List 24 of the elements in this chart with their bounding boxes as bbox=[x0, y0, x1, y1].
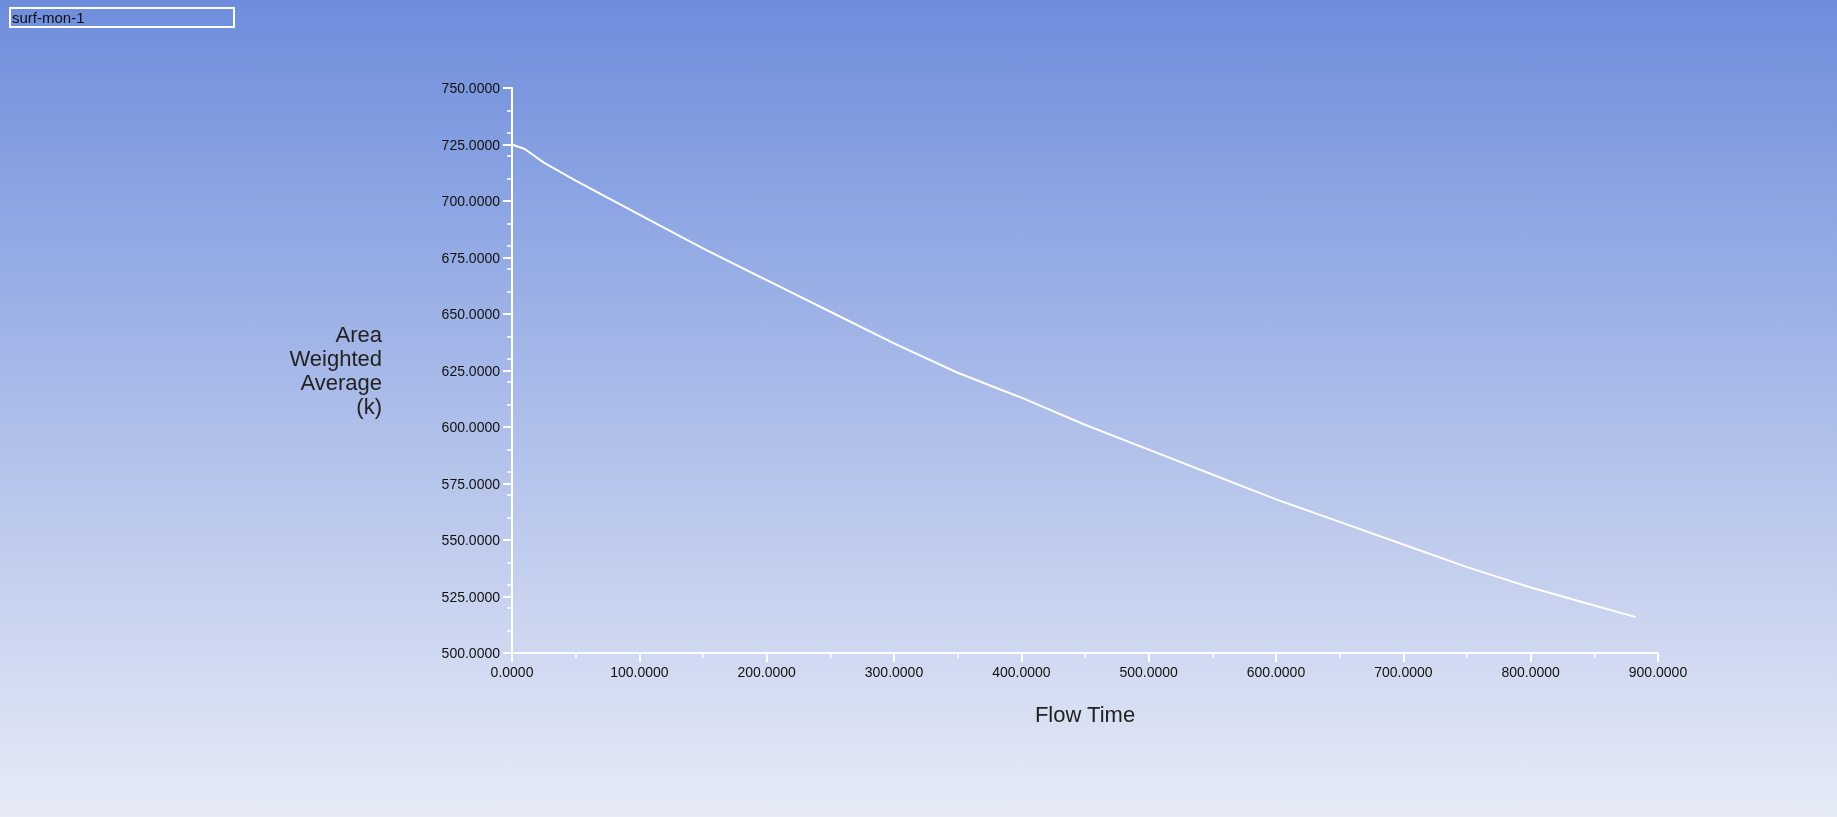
y-tick-label: 650.0000 bbox=[441, 306, 501, 322]
y-tick-label: 725.0000 bbox=[441, 136, 501, 153]
y-tick-label: 675.0000 bbox=[441, 249, 501, 266]
y-axis-title: Area Weighted Average (k) bbox=[289, 322, 383, 419]
y-tick-label: 625.0000 bbox=[441, 362, 501, 379]
x-tick-label: 300.0000 bbox=[864, 664, 924, 680]
y-tick-label: 600.0000 bbox=[441, 419, 501, 435]
x-tick-label: 500.0000 bbox=[1119, 664, 1179, 680]
x-tick-label: 900.0000 bbox=[1628, 664, 1688, 680]
y-tick-label: 525.0000 bbox=[441, 588, 501, 605]
y-tick-label: 750.0000 bbox=[441, 80, 501, 96]
x-tick-label: 600.0000 bbox=[1246, 664, 1306, 680]
y-tick-label: 550.0000 bbox=[441, 532, 501, 548]
x-tick-label: 800.0000 bbox=[1501, 664, 1561, 680]
y-tick-label: 575.0000 bbox=[441, 475, 501, 492]
y-tick-label: 500.0000 bbox=[441, 645, 501, 661]
x-tick-label: 0.0000 bbox=[490, 664, 534, 680]
x-axis-title: Flow Time bbox=[1034, 701, 1136, 727]
x-tick-label: 400.0000 bbox=[992, 664, 1051, 680]
x-tick-label: 100.0000 bbox=[610, 664, 669, 680]
y-tick-label: 700.0000 bbox=[441, 193, 501, 209]
x-tick-label: 200.0000 bbox=[737, 664, 797, 680]
x-tick-label: 700.0000 bbox=[1374, 664, 1433, 680]
text: surf-mon-1 bbox=[12, 9, 85, 26]
